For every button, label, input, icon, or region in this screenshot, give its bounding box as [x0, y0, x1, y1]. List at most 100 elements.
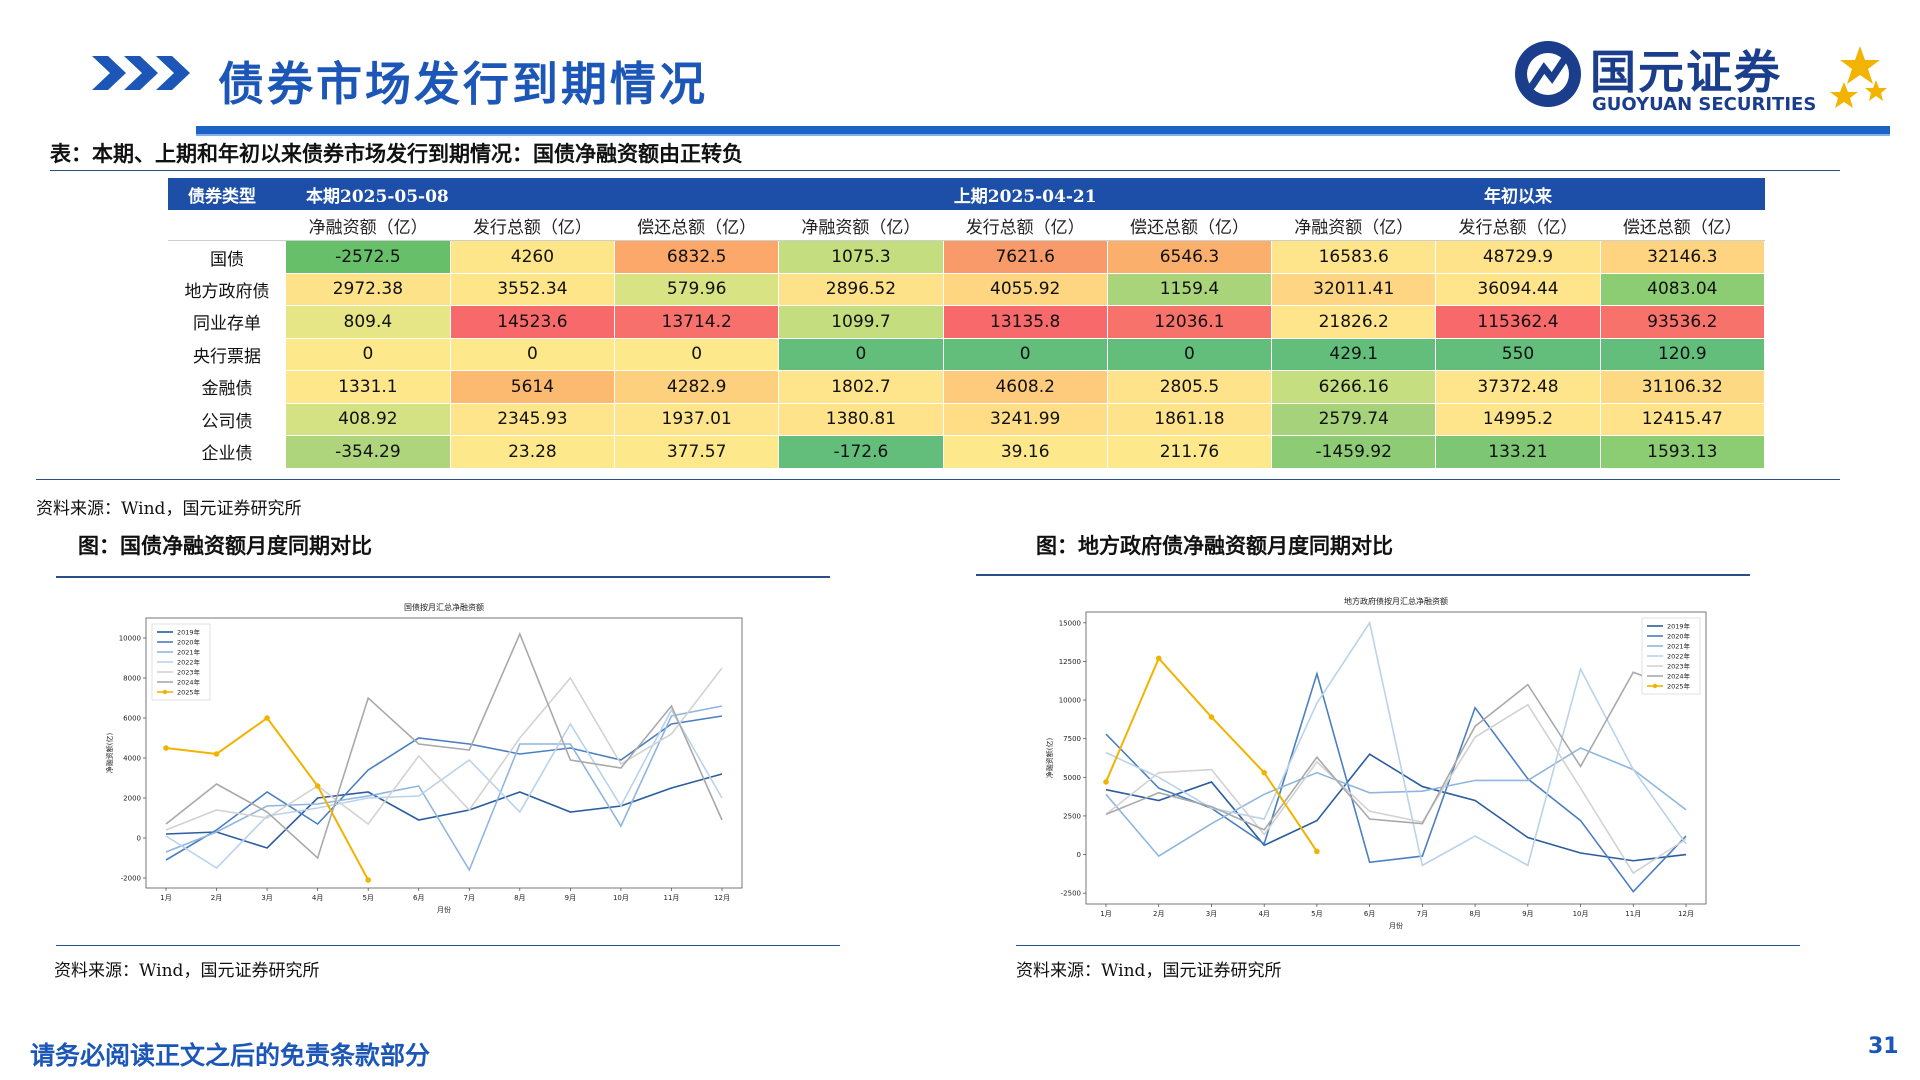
- table-cell: 7621.6: [943, 240, 1108, 274]
- page-title: 债券市场发行到期情况: [218, 57, 708, 111]
- table-cell: 550: [1435, 338, 1601, 371]
- y-tick-label: 5000: [1063, 774, 1081, 782]
- table-caption: 表：本期、上期和年初以来债券市场发行到期情况：国债净融资额由正转负: [50, 141, 743, 166]
- series-line: [165, 708, 723, 870]
- table-row: 地方政府债 2972.38 3552.34 579.96 2896.52 4055.92 1…: [168, 273, 1766, 306]
- table-row: 国债 -2572.5 4260 6832.5 1075.3 7621.6 6546.3 165…: [168, 240, 1766, 274]
- table-cell: 1861.18: [1107, 403, 1273, 436]
- table-cell: 2345.93: [450, 403, 616, 436]
- brand-name-cn: 国元证券: [1590, 45, 1782, 99]
- row-label: 公司债: [201, 411, 253, 432]
- row-label: 国债: [210, 249, 244, 270]
- x-tick-label: 1月: [1100, 910, 1111, 918]
- y-tick-label: 15000: [1059, 619, 1081, 627]
- table-corner-label: 债券类型: [168, 178, 286, 210]
- table-cell: 5614: [450, 370, 616, 404]
- bond-issuance-table: 债券类型 本期2025-05-08 上期2025-04-21 年初以来 净融资额…: [168, 178, 1766, 469]
- y-tick-label: 0: [1077, 851, 1081, 859]
- series-line: [1105, 753, 1687, 862]
- table-cell: 36094.44: [1435, 273, 1601, 306]
- chevron-right-icon: [92, 56, 126, 90]
- y-tick-label: 10000: [119, 635, 141, 643]
- column-header: 发行总额（亿）: [943, 210, 1108, 241]
- group-header-current: 本期2025-05-08: [286, 178, 779, 210]
- column-header: 偿还总额（亿）: [1107, 210, 1272, 241]
- series-line: [165, 631, 723, 860]
- table-cell: -354.29: [286, 435, 451, 469]
- x-tick-label: 5月: [1311, 910, 1322, 918]
- header-divider: [196, 126, 1890, 134]
- table-cell: 93536.2: [1600, 305, 1766, 339]
- column-header: 偿还总额（亿）: [614, 210, 779, 241]
- x-tick-label: 12月: [714, 894, 730, 902]
- right-chart-rule: [1016, 945, 1800, 946]
- table-cell: 12036.1: [1107, 305, 1273, 339]
- table-cell: 429.1: [1271, 338, 1437, 371]
- table-cell: 0: [778, 338, 944, 371]
- chart-title: 地方政府债按月汇总净融资额: [1344, 596, 1448, 606]
- table-cell: 16583.6: [1271, 240, 1437, 274]
- table-cell: 408.92: [286, 403, 451, 436]
- y-axis-label: 净融资额(亿): [1045, 738, 1054, 779]
- y-tick-label: 7500: [1063, 735, 1081, 743]
- chevron-right-icon: [124, 56, 158, 90]
- series-line: [1105, 703, 1687, 875]
- x-tick-label: 9月: [1522, 910, 1533, 918]
- legend-label: 2022年: [1667, 652, 1691, 661]
- y-tick-label: 8000: [123, 675, 141, 683]
- legend-label: 2020年: [1667, 632, 1691, 641]
- row-label: 企业债: [201, 444, 253, 465]
- table-cell: 2579.74: [1271, 403, 1437, 436]
- series-line: [165, 773, 723, 849]
- table-cell: 3552.34: [450, 273, 616, 306]
- table-cell: -2572.5: [286, 240, 451, 274]
- table-cell: 32146.3: [1600, 240, 1766, 274]
- left-chart-rule: [56, 945, 840, 946]
- table-cell: 37372.48: [1435, 370, 1601, 404]
- table-cell: 0: [614, 338, 780, 371]
- y-tick-label: 0: [137, 835, 141, 843]
- x-tick-label: 8月: [1469, 910, 1480, 918]
- table-cell: 14995.2: [1435, 403, 1601, 436]
- column-header-blank: [168, 210, 286, 241]
- x-tick-label: 12月: [1678, 910, 1694, 918]
- table-cell: 13714.2: [614, 305, 780, 339]
- table-row: 同业存单 809.4 14523.6 13714.2 1099.7 13135.8 1203…: [168, 305, 1766, 339]
- table-cell: 13135.8: [943, 305, 1108, 339]
- legend-label: 2025年: [177, 688, 201, 697]
- page-number: 31: [1868, 1034, 1899, 1059]
- table-cell: 32011.41: [1271, 273, 1437, 306]
- table-cell: 6266.16: [1271, 370, 1437, 404]
- table-cell: 120.9: [1600, 338, 1766, 371]
- table-cell: -1459.92: [1271, 435, 1437, 469]
- table-cell: 23.28: [450, 435, 616, 469]
- legend-box: [151, 623, 211, 701]
- x-tick-label: 7月: [464, 894, 475, 902]
- x-tick-label: 6月: [1364, 910, 1375, 918]
- x-tick-label: 4月: [312, 894, 323, 902]
- brand-name-en: GUOYUAN SECURITIES: [1592, 94, 1817, 115]
- x-tick-label: 3月: [261, 894, 272, 902]
- group-header-previous: 上期2025-04-21: [778, 178, 1272, 210]
- series-point: [163, 745, 169, 751]
- table-cell: 3241.99: [943, 403, 1108, 436]
- table-cell: 1331.1: [286, 370, 451, 404]
- legend-label: 2020年: [177, 638, 201, 647]
- row-label: 金融债: [201, 379, 253, 400]
- x-axis-label: 月份: [1389, 921, 1403, 930]
- group-header-ytd: 年初以来: [1271, 178, 1765, 210]
- caption-rule: [50, 170, 1840, 171]
- table-cell: 2896.52: [778, 273, 944, 306]
- table-cell: 1380.81: [778, 403, 944, 436]
- y-tick-label: 10000: [1059, 697, 1081, 705]
- x-axis-label: 月份: [437, 905, 451, 914]
- x-tick-label: 6月: [413, 894, 424, 902]
- legend-label: 2019年: [1667, 622, 1691, 631]
- table-cell: 4083.04: [1600, 273, 1766, 306]
- table-cell: 21826.2: [1271, 305, 1437, 339]
- row-label: 央行票据: [193, 346, 261, 367]
- column-header: 发行总额（亿）: [1435, 210, 1601, 241]
- left-chart-source: 资料来源：Wind，国元证券研究所: [54, 961, 320, 981]
- series-point: [1155, 655, 1162, 662]
- table-cell: 115362.4: [1435, 305, 1601, 339]
